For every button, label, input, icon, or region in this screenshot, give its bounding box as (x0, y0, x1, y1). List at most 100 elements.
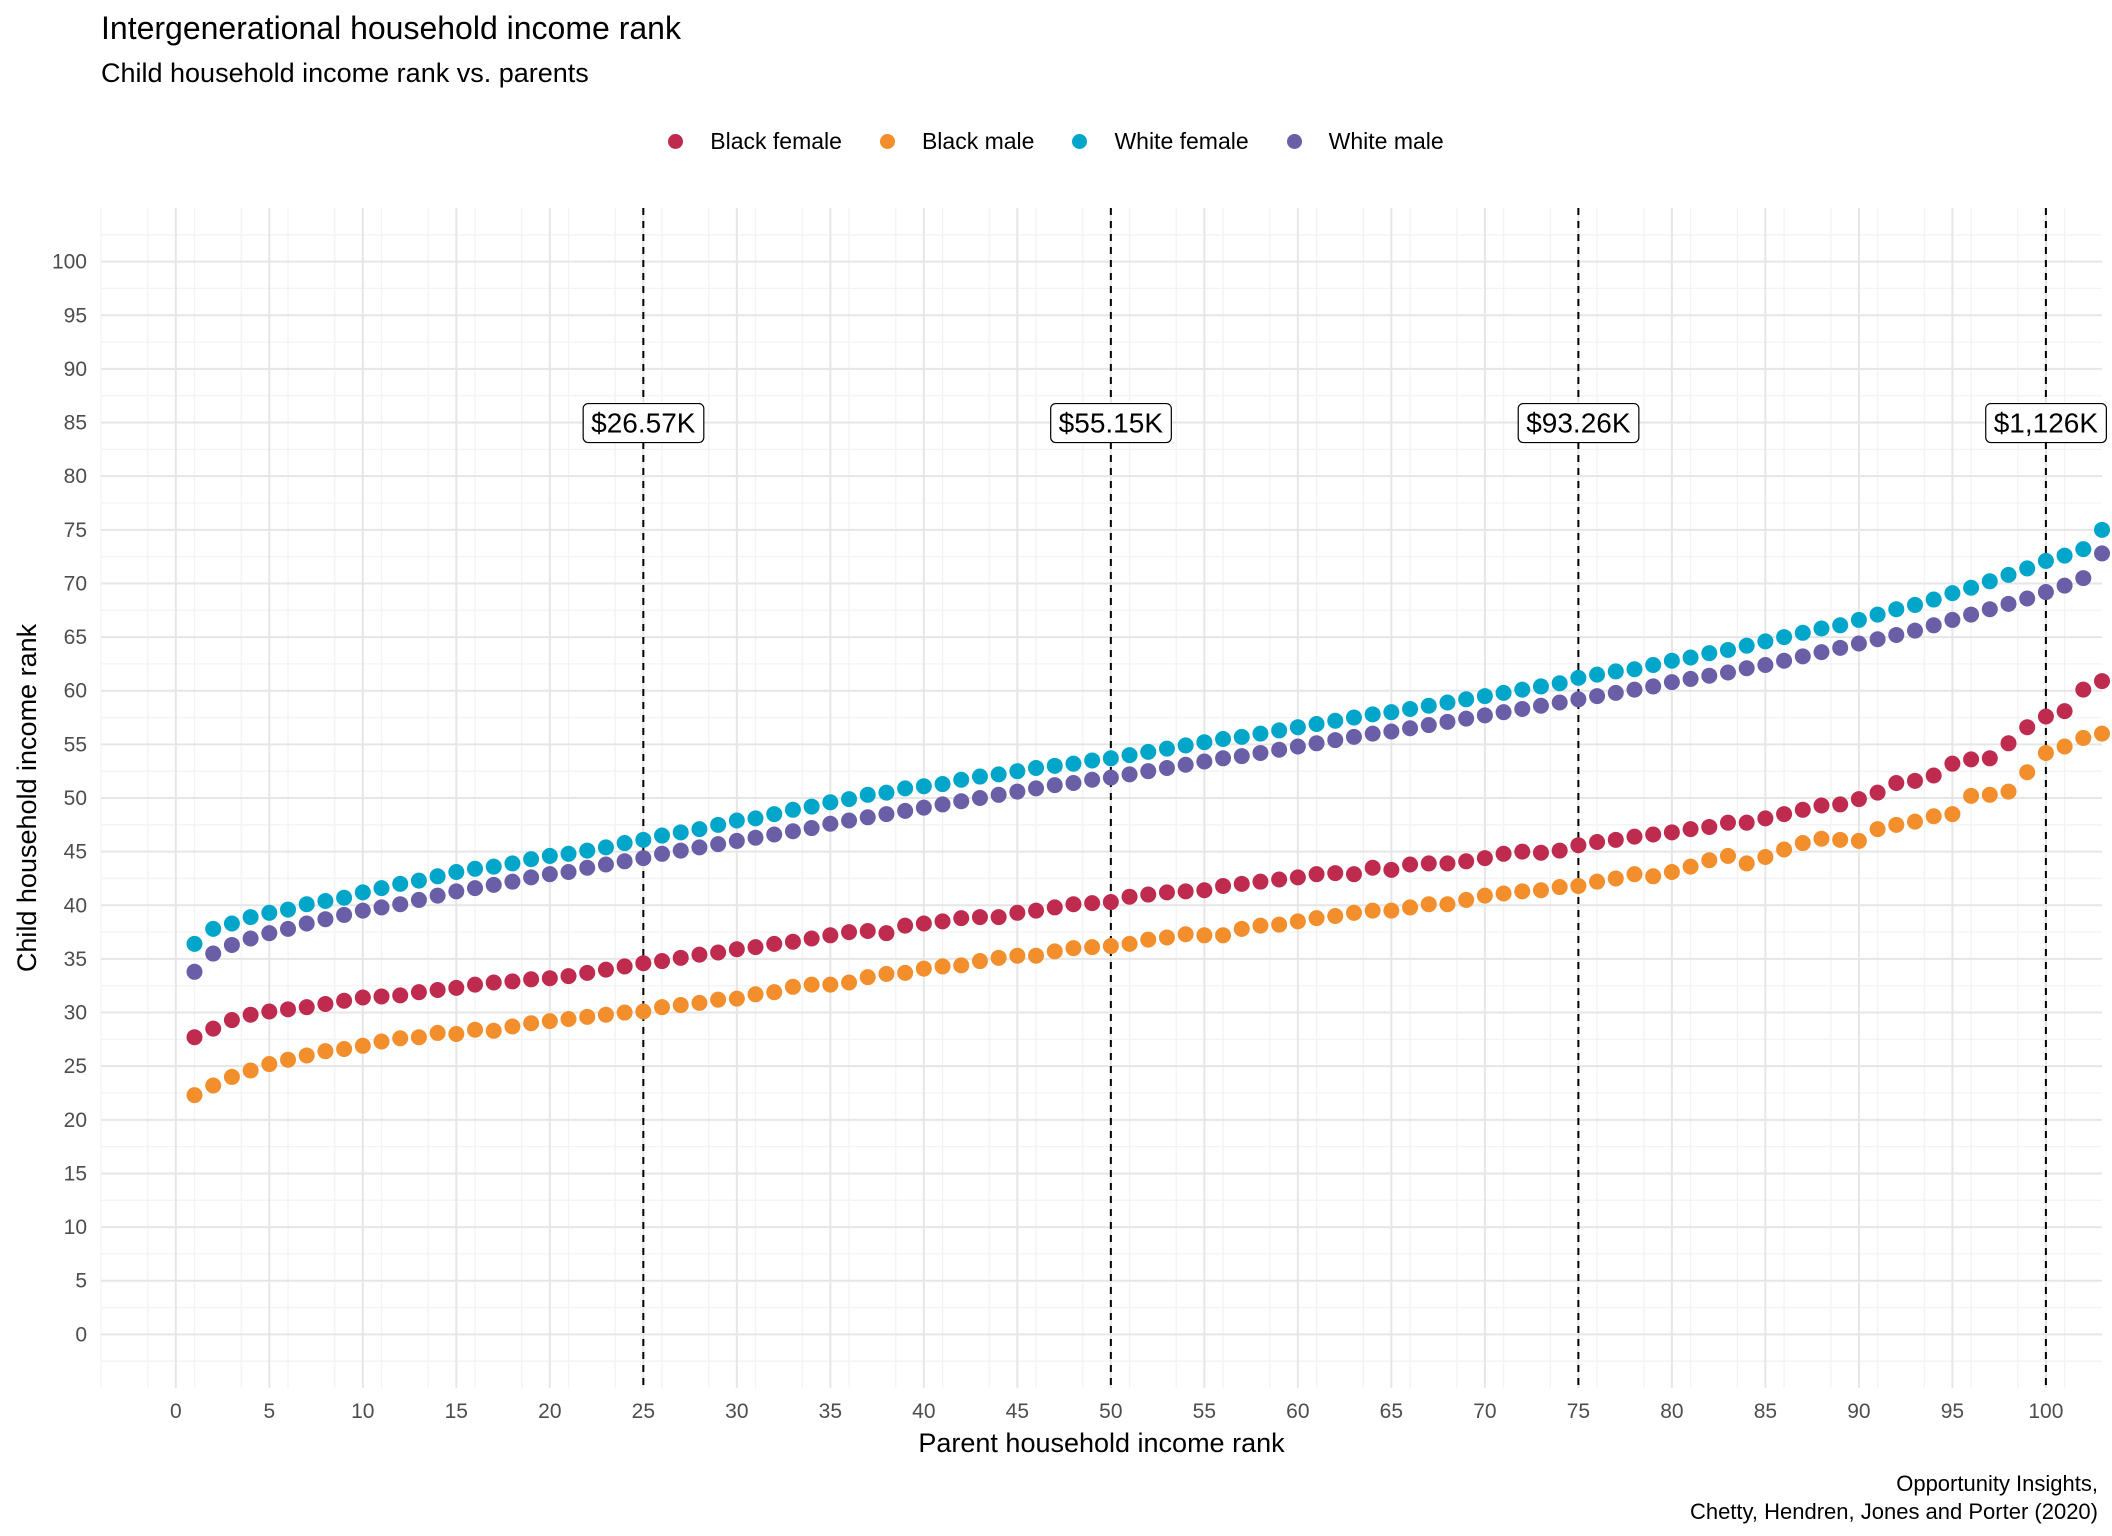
data-point (1963, 606, 1980, 623)
data-point (822, 927, 839, 944)
data-point (1102, 894, 1119, 911)
data-point (1719, 847, 1736, 864)
y-tick-label: 45 (64, 841, 87, 864)
data-point (1196, 882, 1213, 899)
data-point (878, 784, 895, 801)
data-point (1364, 902, 1381, 919)
data-point (1682, 670, 1699, 687)
data-point (2000, 566, 2017, 583)
y-tick-label: 50 (64, 787, 87, 810)
data-point (1476, 707, 1493, 724)
data-point (1832, 617, 1849, 634)
data-point (1009, 904, 1026, 921)
data-point (747, 810, 764, 827)
data-point (1663, 674, 1680, 691)
data-point (485, 974, 502, 991)
x-tick-label: 95 (1941, 1400, 1964, 1423)
data-point (616, 1004, 633, 1021)
data-point (1906, 596, 1923, 613)
data-point (298, 896, 315, 913)
data-point (897, 917, 914, 934)
data-point (597, 961, 614, 978)
data-point (1140, 931, 1157, 948)
data-point (691, 946, 708, 963)
data-point (1364, 706, 1381, 723)
data-point (953, 793, 970, 810)
data-point (1850, 832, 1867, 849)
data-point (560, 968, 577, 985)
data-point (1252, 917, 1269, 934)
data-point (1233, 748, 1250, 765)
data-point (1944, 611, 1961, 628)
y-tick-label: 75 (64, 519, 87, 542)
y-tick-label: 15 (64, 1162, 87, 1185)
data-point (2000, 783, 2017, 800)
data-point (1607, 684, 1624, 701)
data-point (841, 812, 858, 829)
data-point (205, 945, 222, 962)
legend-label: White female (1114, 128, 1249, 154)
data-point (784, 823, 801, 840)
x-tick-label: 5 (263, 1400, 275, 1423)
data-point (897, 802, 914, 819)
data-point (242, 909, 259, 926)
data-point (1402, 899, 1419, 916)
data-point (1888, 626, 1905, 643)
data-point (392, 875, 409, 892)
legend-item-black-male: Black male (879, 128, 1034, 155)
data-point (523, 869, 540, 886)
data-point (1551, 675, 1568, 692)
data-point (1850, 611, 1867, 628)
data-point (373, 899, 390, 916)
data-point (1476, 850, 1493, 867)
data-point (1701, 852, 1718, 869)
data-point (2075, 570, 2092, 587)
y-tick-label: 65 (64, 626, 87, 649)
data-point (448, 1026, 465, 1042)
reference-label-box (1517, 402, 1640, 444)
data-point (747, 829, 764, 846)
data-point (579, 964, 596, 981)
data-point (897, 964, 914, 981)
data-point (803, 930, 820, 947)
reference-label-box (582, 402, 705, 444)
data-point (429, 868, 446, 885)
data-point (261, 1056, 278, 1073)
data-point (934, 958, 951, 975)
data-point (541, 1013, 558, 1030)
data-point (672, 842, 689, 859)
data-point (1626, 681, 1643, 698)
data-point (1682, 821, 1699, 838)
data-point (784, 933, 801, 950)
data-point (1663, 652, 1680, 669)
data-point (1327, 732, 1344, 749)
data-point (1645, 826, 1662, 843)
data-point (354, 1037, 371, 1054)
data-point (2056, 703, 2073, 720)
data-point (1888, 816, 1905, 833)
data-point (1719, 641, 1736, 658)
data-point (1271, 871, 1288, 888)
data-point (1626, 866, 1643, 883)
data-point (1420, 717, 1437, 734)
x-tick-label: 50 (1099, 1400, 1122, 1423)
data-point (317, 911, 334, 928)
data-point (1776, 652, 1793, 669)
data-point (1439, 713, 1456, 730)
data-point (915, 915, 932, 932)
data-point (2037, 552, 2054, 569)
x-tick-label: 35 (819, 1400, 842, 1423)
x-tick-label: 100 (2028, 1400, 2063, 1423)
data-point (822, 794, 839, 811)
data-point (410, 891, 427, 908)
data-point (2000, 735, 2017, 752)
data-point (822, 976, 839, 993)
data-point (1682, 858, 1699, 875)
x-tick-label: 10 (351, 1400, 374, 1423)
data-point (2037, 744, 2054, 761)
data-point (336, 1041, 353, 1058)
data-point (1570, 877, 1587, 894)
data-point (597, 839, 614, 856)
data-point (971, 790, 988, 806)
